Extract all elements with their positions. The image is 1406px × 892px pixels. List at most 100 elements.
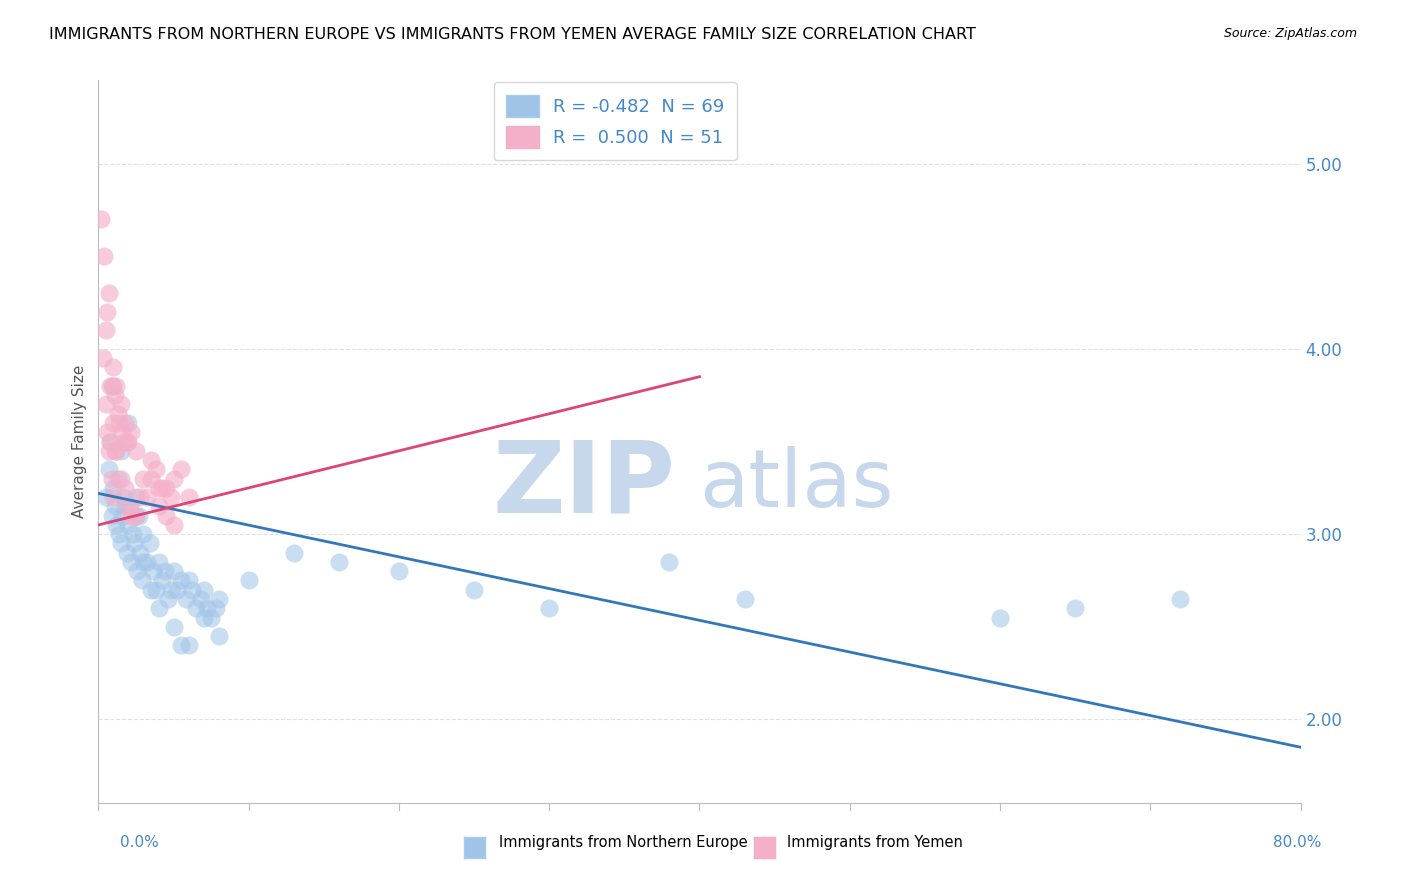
Point xyxy=(132,527,155,541)
Point xyxy=(195,601,218,615)
Point xyxy=(148,555,170,569)
Point xyxy=(105,379,128,393)
Point xyxy=(114,500,136,514)
Point xyxy=(148,481,170,495)
Point xyxy=(1170,592,1192,607)
Point xyxy=(103,490,125,504)
Point xyxy=(107,472,129,486)
Point xyxy=(112,434,135,449)
Point xyxy=(148,500,170,514)
Point xyxy=(162,564,184,578)
Text: Immigrants from Yemen: Immigrants from Yemen xyxy=(787,836,963,850)
Point xyxy=(103,379,125,393)
Point xyxy=(108,527,131,541)
Text: Source: ZipAtlas.com: Source: ZipAtlas.com xyxy=(1223,27,1357,40)
Point xyxy=(138,536,160,550)
Point xyxy=(159,582,181,597)
Point xyxy=(91,351,114,366)
Point xyxy=(117,500,139,514)
Point xyxy=(94,397,117,411)
Point xyxy=(96,425,118,440)
Point xyxy=(193,582,215,597)
Point xyxy=(208,629,231,643)
Point xyxy=(141,564,163,578)
Point xyxy=(153,564,176,578)
Point xyxy=(283,546,305,560)
Point xyxy=(105,517,128,532)
Point xyxy=(125,443,148,458)
Point xyxy=(204,601,226,615)
Point xyxy=(135,490,157,504)
Point xyxy=(180,582,202,597)
Point xyxy=(114,416,136,430)
Point xyxy=(107,407,129,421)
Point xyxy=(108,416,131,430)
Point xyxy=(103,360,125,375)
Point xyxy=(111,508,134,523)
Point xyxy=(148,601,170,615)
Point xyxy=(463,582,485,597)
Point xyxy=(145,582,167,597)
Y-axis label: Average Family Size: Average Family Size xyxy=(72,365,87,518)
Point xyxy=(139,453,162,467)
Point xyxy=(105,443,128,458)
Point xyxy=(112,490,135,504)
Point xyxy=(117,416,139,430)
Point xyxy=(155,508,177,523)
Point xyxy=(177,490,200,504)
Point xyxy=(734,592,756,607)
Point xyxy=(101,379,124,393)
Point xyxy=(131,574,153,588)
Point xyxy=(117,434,139,449)
Point xyxy=(170,638,193,652)
Point xyxy=(90,212,112,227)
Point xyxy=(162,517,184,532)
Point xyxy=(208,592,231,607)
Point xyxy=(121,425,143,440)
Point xyxy=(184,601,207,615)
Point xyxy=(135,555,157,569)
Point xyxy=(658,555,681,569)
Point xyxy=(174,592,197,607)
Point xyxy=(145,462,167,476)
Point xyxy=(177,574,200,588)
Point xyxy=(122,527,145,541)
Text: ZIP: ZIP xyxy=(492,436,675,533)
Point xyxy=(170,574,193,588)
Point xyxy=(118,500,141,514)
Point xyxy=(132,472,155,486)
Point xyxy=(104,500,127,514)
Point xyxy=(115,434,138,449)
Point xyxy=(177,638,200,652)
Point xyxy=(101,508,124,523)
Point xyxy=(125,490,148,504)
Point xyxy=(162,620,184,634)
Point xyxy=(193,610,215,624)
Text: atlas: atlas xyxy=(699,446,894,524)
Point xyxy=(100,379,122,393)
Point xyxy=(988,610,1011,624)
Point xyxy=(94,323,117,337)
Point xyxy=(100,434,122,449)
Point xyxy=(139,582,162,597)
Point xyxy=(125,508,148,523)
Point xyxy=(101,472,124,486)
Point xyxy=(110,536,132,550)
Point xyxy=(200,610,222,624)
Point xyxy=(103,481,125,495)
Point xyxy=(388,564,411,578)
Point xyxy=(94,490,117,504)
Legend: R = -0.482  N = 69, R =  0.500  N = 51: R = -0.482 N = 69, R = 0.500 N = 51 xyxy=(494,82,737,161)
Point xyxy=(96,305,118,319)
Point xyxy=(104,388,127,402)
Point xyxy=(97,286,120,301)
Point xyxy=(125,508,148,523)
Point xyxy=(121,555,143,569)
Point xyxy=(170,462,193,476)
Point xyxy=(93,249,115,263)
Point xyxy=(139,472,162,486)
Point xyxy=(110,443,132,458)
Point xyxy=(159,490,181,504)
Point xyxy=(97,443,120,458)
Point xyxy=(155,481,177,495)
